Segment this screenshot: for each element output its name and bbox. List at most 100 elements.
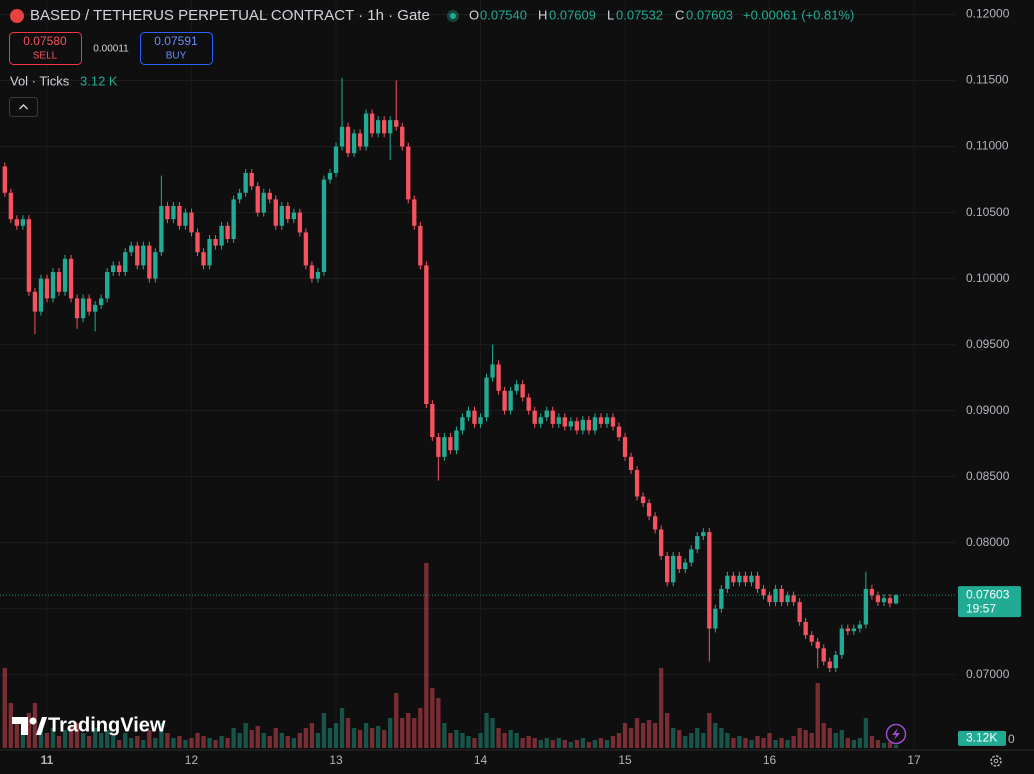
volume-bar [62, 730, 68, 748]
settings-icon-center[interactable] [993, 758, 999, 764]
candle-body [123, 252, 128, 273]
candle-body [749, 575, 754, 583]
candle-body [213, 238, 218, 246]
candle-body [153, 252, 158, 279]
lightning-icon[interactable] [892, 728, 900, 740]
legend-high: 0.07609 [549, 7, 596, 22]
volume-bar [460, 733, 465, 748]
volume-bar [640, 723, 646, 748]
volume-bar [731, 738, 736, 748]
volume-bar [98, 733, 104, 748]
volume-bar [448, 733, 453, 748]
buy-button[interactable] [140, 32, 213, 65]
volume-bar [8, 703, 14, 748]
volume-bar [532, 738, 537, 748]
volume-bar [165, 733, 170, 748]
candle-body [767, 595, 772, 603]
volume-bar [604, 740, 610, 748]
volume-bar [382, 730, 387, 748]
volume-bar [526, 736, 531, 748]
candle-body [8, 192, 14, 220]
volume-bar [767, 733, 772, 748]
candle-body [658, 529, 664, 556]
candle-body [279, 205, 284, 226]
volume-bar [442, 723, 447, 748]
candle-body [550, 410, 555, 424]
buy-label[interactable]: BUY [166, 51, 187, 62]
y-tick-label: 0.08000 [966, 535, 1010, 549]
settings-icon[interactable] [990, 755, 1002, 767]
volume-bar [502, 733, 507, 748]
collapse-icon[interactable] [19, 104, 28, 110]
volume-bar [195, 733, 200, 748]
legend-change: +0.00061 (+0.81%) [743, 7, 854, 22]
volume-bar [285, 736, 290, 748]
volume-bar [875, 740, 881, 748]
volume-bar [755, 736, 760, 748]
candle-body [863, 588, 869, 625]
x-tick-label: 11 [41, 753, 54, 767]
candle-body [105, 272, 110, 299]
sell-label[interactable]: SELL [33, 51, 58, 62]
x-tick-label: 12 [185, 753, 199, 767]
volume-bar [129, 738, 134, 748]
candle-body [225, 225, 230, 239]
candle-body [803, 621, 808, 636]
candle-body [508, 390, 513, 411]
volume-bar [743, 738, 748, 748]
candle-body [652, 516, 658, 530]
volume-bar [357, 730, 363, 748]
legend-open: 0.07540 [480, 7, 527, 22]
volume-bar [225, 738, 230, 748]
candle-body [893, 595, 899, 604]
candle-body [159, 205, 164, 253]
candle-body [237, 192, 242, 200]
candle-body [195, 232, 200, 253]
candle-body [490, 364, 495, 378]
candle-body [339, 126, 345, 147]
candle-body [646, 503, 652, 517]
collapse-button[interactable] [9, 97, 38, 117]
brand-name: TradingView [48, 714, 166, 736]
y-tick-label: 0.10500 [966, 205, 1010, 219]
volume-bar [375, 726, 381, 748]
candle-body [580, 419, 586, 431]
volume-bar [147, 730, 152, 748]
volume-bar [658, 668, 664, 748]
volume-bar [683, 736, 688, 748]
candle-body [92, 305, 98, 312]
x-tick-label: 13 [329, 753, 343, 767]
volume-bar [773, 740, 778, 748]
volume-bar [153, 738, 158, 748]
candle-body [779, 588, 784, 603]
y-tick-label: 0.09000 [966, 403, 1010, 417]
volume-tick-label: 0 [1008, 732, 1015, 746]
volume-tag [958, 730, 1006, 746]
candle-body [165, 205, 170, 220]
lightning-button[interactable] [885, 723, 907, 745]
volume-bar [406, 713, 411, 748]
volume-bar [243, 723, 248, 748]
candle-body [345, 126, 351, 154]
symbol-icon [10, 9, 24, 23]
volume-bar [339, 708, 345, 748]
volume-bar [249, 730, 254, 748]
candle-body [38, 278, 44, 312]
buy-price[interactable]: 0.07591 [154, 34, 198, 48]
sell-price[interactable]: 0.07580 [23, 34, 67, 48]
volume-bar [652, 723, 658, 748]
chart-title: BASED / TETHERUS PERPETUAL CONTRACT · 1h… [30, 7, 430, 24]
candle-body [773, 588, 778, 603]
candle-body [887, 598, 893, 604]
volume-bar [598, 738, 604, 748]
candle-body [502, 390, 507, 411]
candles [2, 77, 899, 673]
sell-button[interactable] [9, 32, 82, 65]
volume-bar [92, 728, 98, 748]
volume-bar [869, 736, 875, 748]
candle-body [351, 133, 357, 154]
candle-body [592, 417, 598, 431]
candle-body [363, 113, 369, 147]
volume-bar [388, 718, 393, 748]
volume-bar [26, 713, 32, 748]
